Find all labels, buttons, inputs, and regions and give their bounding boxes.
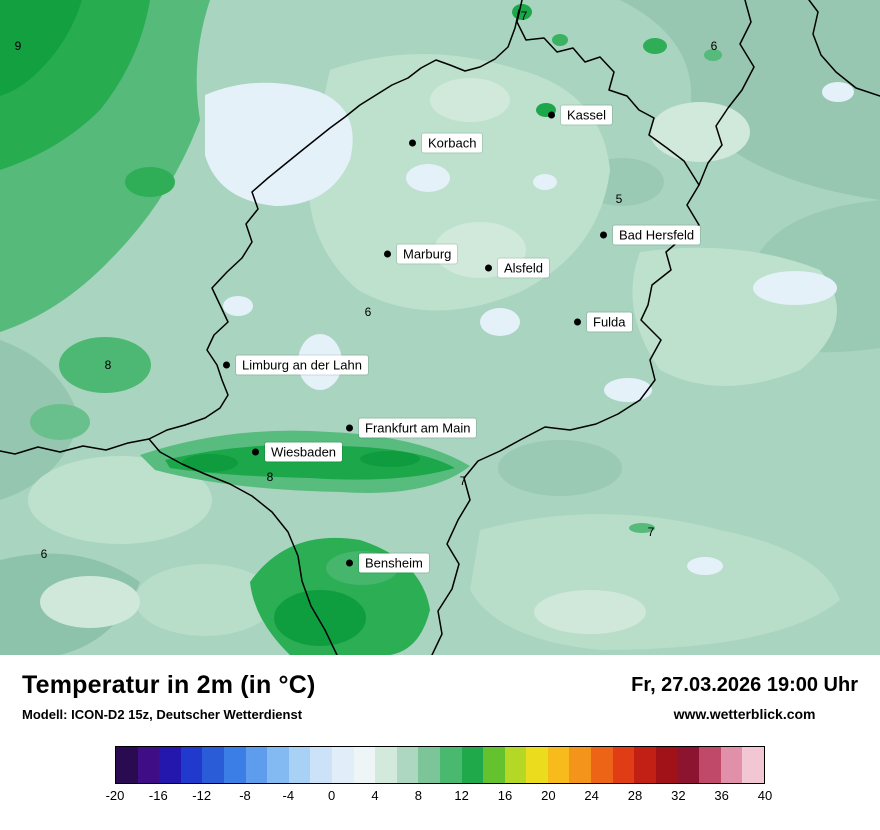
colorbar-tick: -20 bbox=[105, 788, 125, 803]
colorbar-segment bbox=[504, 747, 527, 783]
state-borders bbox=[0, 0, 880, 655]
colorbar-segment bbox=[742, 747, 764, 783]
colorbar-tick: 40 bbox=[757, 788, 773, 803]
model-info: Modell: ICON-D2 15z, Deutscher Wetterdie… bbox=[22, 707, 303, 722]
colorbar-tick: 4 bbox=[371, 788, 379, 803]
colorbar-segment bbox=[461, 747, 484, 783]
colorbar bbox=[115, 746, 765, 784]
colorbar-segment bbox=[180, 747, 203, 783]
colorbar-segment bbox=[591, 747, 613, 783]
colorbar-segment bbox=[310, 747, 332, 783]
colorbar-tick: 28 bbox=[627, 788, 643, 803]
temperature-fill-blobs bbox=[0, 0, 880, 655]
colorbar-segment bbox=[699, 747, 721, 783]
info-panel: Temperatur in 2m (in °C) Modell: ICON-D2… bbox=[0, 655, 880, 830]
colorbar-segment bbox=[418, 747, 440, 783]
forecast-datetime: Fr, 27.03.2026 19:00 Uhr bbox=[631, 674, 858, 696]
temperature-map-svg bbox=[0, 0, 880, 655]
colorbar-tick: 12 bbox=[454, 788, 469, 803]
colorbar-tick: 8 bbox=[414, 788, 422, 803]
colorbar-tick: 36 bbox=[714, 788, 729, 803]
colorbar-segment bbox=[526, 747, 548, 783]
colorbar-tick: -16 bbox=[148, 788, 168, 803]
colorbar-segment bbox=[396, 747, 419, 783]
colorbar-segment bbox=[655, 747, 678, 783]
colorbar-segment bbox=[288, 747, 311, 783]
colorbar-tick: -12 bbox=[192, 788, 212, 803]
colorbar-segment bbox=[612, 747, 635, 783]
colorbar-tick: -8 bbox=[239, 788, 251, 803]
colorbar-segment bbox=[677, 747, 700, 783]
temperature-scale: -20 -16 -12 -8 -4 0 4 8 12 16 20 24 28 32 36 40 bbox=[106, 746, 773, 806]
colorbar-tick: 20 bbox=[541, 788, 556, 803]
colorbar-tick: 32 bbox=[671, 788, 686, 803]
website-label: www.wetterblick.com bbox=[673, 706, 816, 722]
colorbar-tick: 24 bbox=[584, 788, 599, 803]
colorbar-tick: 16 bbox=[497, 788, 513, 803]
colorbar-segment bbox=[137, 747, 160, 783]
date-block: Fr, 27.03.2026 19:00 Uhr www.wetterblick… bbox=[631, 671, 858, 722]
info-header: Temperatur in 2m (in °C) Modell: ICON-D2… bbox=[22, 671, 858, 722]
colorbar-segment bbox=[547, 747, 570, 783]
colorbar-segment bbox=[483, 747, 505, 783]
colorbar-segment bbox=[245, 747, 268, 783]
colorbar-segment bbox=[634, 747, 656, 783]
page-title: Temperatur in 2m (in °C) bbox=[22, 671, 316, 699]
title-block: Temperatur in 2m (in °C) Modell: ICON-D2… bbox=[22, 671, 316, 722]
colorbar-segment bbox=[267, 747, 289, 783]
colorbar-ticks: -20 -16 -12 -8 -4 0 4 8 12 16 20 24 28 32 36 40 bbox=[106, 788, 773, 806]
colorbar-segment bbox=[159, 747, 181, 783]
colorbar-segment bbox=[720, 747, 743, 783]
colorbar-segment bbox=[439, 747, 462, 783]
colorbar-segment bbox=[223, 747, 246, 783]
colorbar-segment bbox=[375, 747, 397, 783]
colorbar-segment bbox=[353, 747, 376, 783]
colorbar-tick: 0 bbox=[328, 788, 336, 803]
colorbar-tick: -4 bbox=[282, 788, 295, 803]
colorbar-segment bbox=[569, 747, 592, 783]
colorbar-segment bbox=[331, 747, 354, 783]
colorbar-segment bbox=[116, 747, 138, 783]
colorbar-segment bbox=[202, 747, 224, 783]
